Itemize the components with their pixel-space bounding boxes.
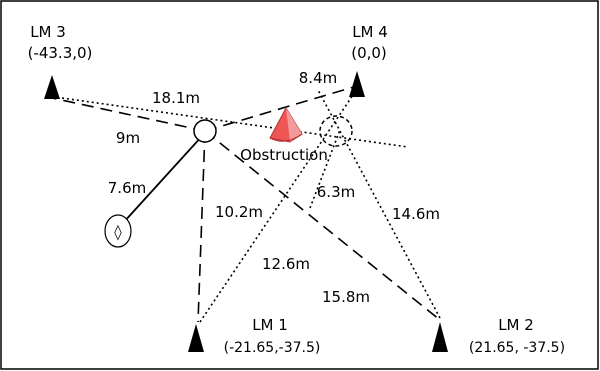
estimate-dashed-circle: [319, 115, 353, 147]
lm4-marker-icon: [349, 71, 365, 97]
distance-label-10-2m: 10.2m: [215, 203, 263, 221]
dashed-line-robot-lm3: [51, 97, 206, 132]
lm2-marker-icon: [432, 322, 448, 352]
distance-label-12-6m: 12.6m: [262, 255, 310, 273]
lm2-coord: (21.65, -37.5): [469, 340, 565, 356]
lm2-label: LM 2: [498, 316, 534, 334]
distance-label-14-6m: 14.6m: [392, 205, 440, 223]
dashed-line-robot-lm1: [197, 130, 206, 323]
distance-label-15-8m: 15.8m: [322, 288, 370, 306]
lm3-label: LM 3: [30, 23, 66, 41]
lm4-coord: (0,0): [351, 44, 387, 62]
distance-label-7-6m: 7.6m: [108, 179, 146, 197]
dotted-line-short: [309, 129, 341, 209]
distance-label-8-4m: 8.4m: [299, 69, 337, 87]
lm1-marker-icon: [188, 324, 204, 352]
solid-line-robot-tag: [122, 134, 204, 224]
target-tag-icon: [104, 214, 132, 248]
robot-position-circle: [193, 119, 217, 143]
lm3-marker-icon: [44, 75, 60, 99]
dashed-line-robot-lm4: [204, 85, 358, 132]
target-tag-symbol: ◊: [114, 223, 122, 241]
dotted-line-lm2-north: [317, 89, 441, 319]
dotted-line-lm1-lm4: [199, 91, 356, 323]
lm1-label: LM 1: [252, 316, 288, 334]
lm1-coord: (-21.65,-37.5): [224, 340, 321, 356]
obstruction-label: Obstruction: [240, 146, 328, 164]
obstruction-icon: [269, 106, 303, 143]
distance-label-6-3m: 6.3m: [317, 183, 355, 201]
dashed-line-robot-lm2: [204, 130, 441, 321]
distance-label-18-1m: 18.1m: [152, 89, 200, 107]
lm4-label: LM 4: [352, 23, 388, 41]
distance-label-9m: 9m: [116, 129, 140, 147]
lm3-coord: (-43.3,0): [28, 44, 93, 62]
